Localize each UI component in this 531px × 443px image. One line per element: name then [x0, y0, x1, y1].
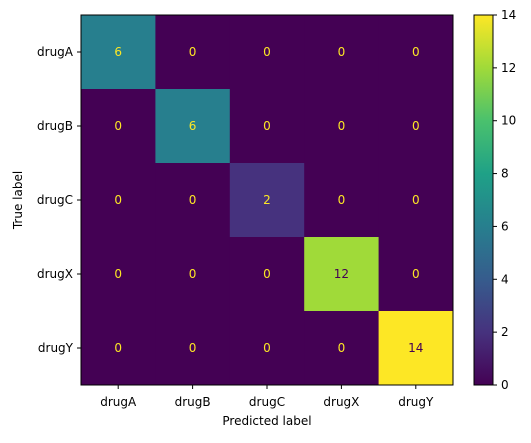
- cell-value-label: 0: [189, 45, 197, 59]
- colorbar: [473, 14, 494, 386]
- y-tick-label: drugY: [38, 341, 74, 355]
- heatmap-cell: [155, 163, 231, 238]
- x-axis-label: Predicted label: [222, 414, 311, 428]
- heatmap-cell: [304, 89, 380, 164]
- cell-value-label: 0: [263, 267, 271, 281]
- cell-value-label: 0: [189, 193, 197, 207]
- heatmap-cell: [378, 89, 454, 164]
- y-tick-label: drugC: [37, 193, 73, 207]
- heatmap-cell: [229, 311, 305, 386]
- cell-value-label: 0: [114, 119, 122, 133]
- colorbar-tick-label: 12: [501, 61, 516, 75]
- heatmap-cell: [81, 311, 156, 386]
- cell-value-label: 14: [408, 341, 423, 355]
- y-tick-label: drugX: [37, 267, 73, 281]
- cell-value-label: 0: [189, 341, 197, 355]
- cell-value-label: 0: [412, 193, 420, 207]
- cell-value-label: 0: [412, 119, 420, 133]
- colorbar-tick-label: 14: [501, 8, 516, 22]
- heatmap-cell: [81, 15, 156, 90]
- heatmap-cell: [229, 163, 305, 238]
- cell-value-label: 0: [114, 193, 122, 207]
- heatmap-cell: [155, 237, 231, 312]
- y-tick-label: drugA: [37, 45, 74, 59]
- cell-value-label: 0: [412, 267, 420, 281]
- heatmap-cell: [81, 163, 156, 238]
- x-tick-label: drugX: [323, 395, 359, 409]
- cell-value-label: 0: [338, 341, 346, 355]
- cell-value-label: 6: [114, 45, 122, 59]
- cell-value-label: 0: [338, 119, 346, 133]
- colorbar-tick-label: 6: [501, 219, 509, 233]
- cell-value-label: 0: [338, 45, 346, 59]
- heatmap-cell: [229, 15, 305, 90]
- heatmap-cell: [378, 163, 454, 238]
- colorbar-tick-label: 4: [501, 272, 509, 286]
- colorbar-tick-label: 0: [501, 378, 509, 392]
- heatmap-cell: [378, 237, 454, 312]
- y-tick-label: drugB: [37, 119, 73, 133]
- cell-value-label: 0: [412, 45, 420, 59]
- x-tick-label: drugB: [175, 395, 211, 409]
- cell-value-label: 0: [114, 267, 122, 281]
- x-tick-label: drugC: [249, 395, 285, 409]
- y-axis-ticks: drugA drugB drugC drugX drugY: [37, 45, 81, 355]
- heatmap-cell: [304, 15, 380, 90]
- heatmap-cell: [304, 163, 380, 238]
- heatmap-cell: [378, 311, 454, 386]
- y-axis-label: True label: [11, 171, 25, 230]
- heatmap-cell: [155, 89, 231, 164]
- cell-value-label: 6: [189, 119, 197, 133]
- cell-value-label: 0: [338, 193, 346, 207]
- heatmap-cell: [81, 237, 156, 312]
- cell-value-labels: 6 0 0 0 0 0 6 0 0 0 0 0 2 0 0 0 0 0 12 0 0 0 0 0 14: [114, 45, 423, 355]
- cell-value-label: 0: [189, 267, 197, 281]
- x-tick-label: drugA: [100, 395, 137, 409]
- heatmap-cell: [155, 15, 231, 90]
- heatmap-cell: [155, 311, 231, 386]
- cell-value-label: 0: [263, 119, 271, 133]
- colorbar-ticks: 0 2 4 6 8 10 12 14: [493, 8, 516, 392]
- colorbar-tick-label: 2: [501, 325, 509, 339]
- colorbar-tick-label: 8: [501, 167, 509, 181]
- cell-value-label: 12: [334, 267, 349, 281]
- heatmap-cell: [229, 237, 305, 312]
- x-axis-ticks: drugA drugB drugC drugX drugY: [100, 385, 434, 409]
- heatmap-cell: [229, 89, 305, 164]
- heatmap-cell: [304, 237, 380, 312]
- heatmap-cell: [304, 311, 380, 386]
- x-tick-label: drugY: [398, 395, 434, 409]
- cell-value-label: 0: [263, 341, 271, 355]
- heatmap-cell: [378, 15, 454, 90]
- heatmap-cell: [81, 89, 156, 164]
- cell-value-label: 0: [114, 341, 122, 355]
- heatmap-cells: [81, 15, 454, 386]
- cell-value-label: 0: [263, 45, 271, 59]
- cell-value-label: 2: [263, 193, 271, 207]
- colorbar-tick-label: 10: [501, 114, 516, 128]
